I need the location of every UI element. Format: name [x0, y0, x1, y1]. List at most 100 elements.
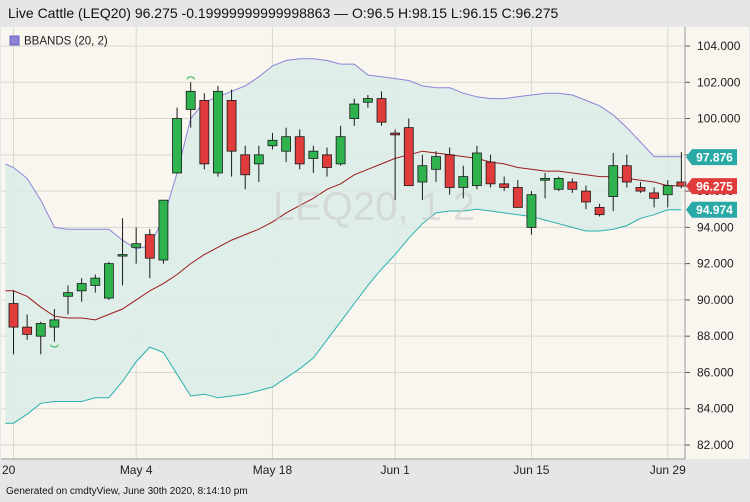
chart-title: Live Cattle (LEQ20) 96.275 -0.1999999999… [8, 5, 559, 21]
candle-body [294, 136, 305, 165]
candle-body [594, 207, 605, 216]
legend-label: BBANDS (20, 2) [24, 36, 108, 48]
candle [649, 187, 660, 208]
candle [335, 125, 346, 166]
candle [294, 129, 305, 170]
price-label-upper: 97.876 [686, 149, 737, 166]
candle [458, 165, 469, 199]
candle [22, 314, 33, 340]
candle [253, 145, 264, 183]
candle [267, 133, 278, 150]
candle-body [117, 254, 128, 257]
candle-body [431, 156, 441, 170]
y-tick-label: 102.000 [697, 75, 741, 89]
x-tick-label: 20 [2, 463, 16, 477]
middle-band-line [5, 150, 682, 321]
candle [662, 180, 673, 208]
candle [581, 185, 591, 210]
candle-body [104, 263, 114, 299]
y-tick-label: 104.000 [697, 39, 741, 53]
candle-body [621, 165, 632, 183]
candle [144, 229, 155, 279]
markers [49, 76, 196, 348]
price-label-text: 97.876 [696, 151, 733, 165]
candle [526, 191, 537, 235]
candle [676, 152, 687, 189]
candle-body [131, 243, 142, 248]
price-chart[interactable]: LEQ20, 1 2 82.000 84.000 86.000 88.000 90.00… [0, 26, 750, 484]
price-label-bg [686, 201, 737, 218]
candle-body [213, 90, 223, 174]
y-tick-label: 82.000 [697, 438, 734, 452]
x-axis: 20 May 4 May 18 Jun 1 Jun 15 Jun 29 [1, 458, 686, 477]
candle [608, 153, 619, 212]
lower-band-line [5, 208, 682, 424]
candle-body [390, 132, 401, 136]
candle [63, 285, 73, 315]
candle-body [226, 100, 237, 152]
price-label-lower: 94.974 [686, 201, 737, 218]
candle-body [22, 326, 33, 335]
candle-body [63, 292, 73, 297]
candle [349, 98, 360, 126]
y-tick-label: 94.000 [697, 220, 734, 234]
candle-body [76, 283, 87, 292]
x-tick-label: Jun 15 [513, 463, 549, 477]
candle [403, 118, 414, 187]
candle [35, 321, 46, 355]
candle-body [267, 139, 278, 147]
candle [390, 129, 401, 201]
candle [594, 203, 605, 217]
price-labels: 97.876 96.275 94.974 [686, 149, 737, 218]
candle [431, 151, 441, 183]
candle-body [49, 319, 60, 328]
candle-body [499, 183, 510, 188]
candle-body [553, 177, 564, 190]
candle [376, 91, 387, 126]
candle [240, 145, 251, 190]
axis-area [685, 27, 749, 459]
candle [8, 290, 19, 355]
candle [635, 182, 646, 193]
candle-body [676, 181, 687, 187]
candle [362, 94, 373, 108]
candle [472, 145, 482, 190]
candle-body [199, 100, 210, 165]
candle-body [526, 194, 537, 228]
candle [199, 93, 210, 170]
candle [485, 154, 496, 188]
candle [540, 172, 550, 199]
y-tick-label: 92.000 [697, 257, 734, 271]
signal-marker [186, 76, 196, 80]
candle-body [403, 127, 414, 187]
legend: BBANDS (20, 2) [9, 35, 108, 48]
candle-body [308, 150, 319, 159]
candle-body [362, 98, 373, 103]
band-fill [5, 58, 682, 424]
candle-body [253, 154, 264, 165]
candle [90, 274, 101, 293]
footer-text: Generated on cmdtyView, June 30th 2020, … [6, 486, 248, 497]
x-tick-label: Jun 1 [380, 463, 410, 477]
candle-body [417, 165, 428, 183]
candle-body [567, 181, 578, 190]
symbol-watermark: LEQ20, 1 2 [273, 185, 475, 229]
candle [444, 147, 455, 195]
y-tick-label: 84.000 [697, 402, 734, 416]
candle-body [608, 165, 619, 197]
candle [131, 227, 142, 264]
candle-body [185, 90, 196, 110]
candle [512, 180, 523, 208]
candles [8, 82, 687, 355]
signal-marker [49, 344, 59, 348]
candle [49, 308, 60, 342]
y-tick-label: 100.000 [697, 112, 741, 126]
candle [281, 127, 292, 163]
x-tick-label: Jun 29 [650, 463, 686, 477]
candle [621, 154, 632, 188]
y-tick-label: 90.000 [697, 293, 734, 307]
candle-body [144, 234, 155, 259]
candle-body [8, 303, 19, 328]
candle [213, 85, 223, 177]
price-label-bg [686, 149, 737, 166]
